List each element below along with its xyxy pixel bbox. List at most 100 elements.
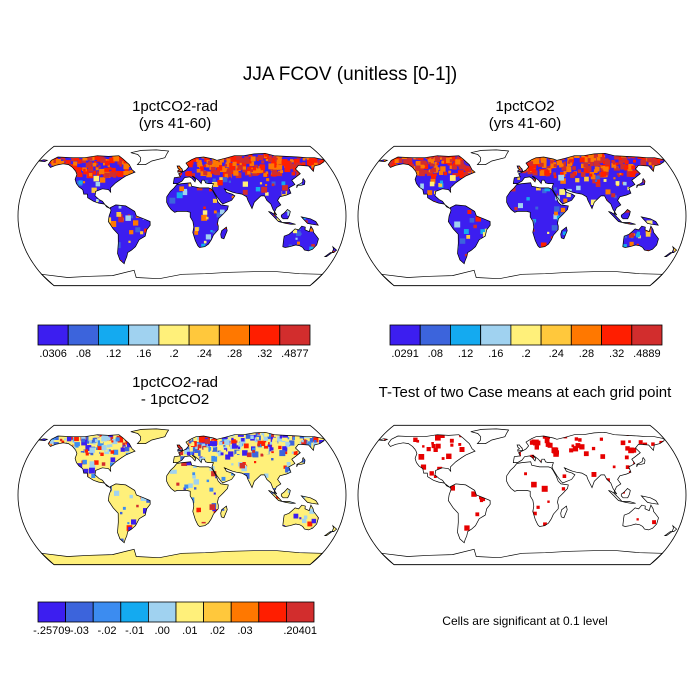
grid-cell <box>593 169 598 173</box>
grid-cell <box>236 442 241 447</box>
grid-cell <box>613 177 616 180</box>
grid-cell <box>299 438 303 442</box>
colorbar-swatch <box>147 601 177 623</box>
grid-cell <box>187 162 193 168</box>
grid-cell <box>545 442 551 447</box>
grid-cell <box>407 160 411 164</box>
grid-cell <box>225 454 231 460</box>
grid-cell <box>551 225 558 231</box>
grid-cell <box>578 438 582 442</box>
grid-cell <box>434 156 440 162</box>
grid-cell <box>263 173 267 177</box>
grid-cell <box>648 161 653 166</box>
grid-cell <box>199 512 203 516</box>
grid-cell <box>248 153 253 158</box>
coastline-south-america <box>107 204 151 265</box>
significance-note: Cells are significant at 0.1 level <box>442 614 608 628</box>
grid-cell <box>91 187 97 193</box>
grid-cell <box>96 173 100 176</box>
grid-cell <box>198 232 205 239</box>
grid-cell <box>291 160 294 163</box>
grid-cell <box>220 209 225 215</box>
grid-cell <box>111 167 116 173</box>
grid-cell <box>624 160 629 165</box>
grid-cell <box>241 465 247 472</box>
grid-cell <box>216 212 222 218</box>
grid-cell <box>211 471 217 477</box>
coastline-africa <box>166 461 229 527</box>
grid-cell <box>628 164 634 170</box>
grid-cell <box>268 163 275 170</box>
grid-cell <box>211 441 217 447</box>
grid-cell <box>71 164 78 170</box>
grid-cell <box>540 170 546 175</box>
coastline-south-america <box>447 204 491 265</box>
grid-cell <box>270 168 274 171</box>
panel-title-line: 1pctCO2-rad <box>132 98 218 115</box>
coastline-alaska-islands <box>378 438 389 442</box>
grid-cell <box>236 450 240 454</box>
grid-cell <box>89 439 93 443</box>
grid-cell <box>100 452 104 456</box>
grid-cell <box>302 518 307 524</box>
grid-cell <box>471 491 477 497</box>
colorbar-tick-label: .01 <box>182 625 198 637</box>
grid-cell <box>207 447 212 451</box>
grid-cell <box>214 170 220 176</box>
colorbar-tick-label: .12 <box>105 348 122 360</box>
grid-cell <box>81 435 86 441</box>
grid-cell <box>598 153 603 157</box>
grid-cell <box>594 179 598 182</box>
grid-cell <box>514 207 518 211</box>
grid-cell <box>128 526 132 531</box>
coastline-north-america <box>387 155 476 209</box>
grid-cell <box>475 216 481 222</box>
grid-cell <box>78 172 83 178</box>
grid-cell <box>120 228 127 234</box>
map-boundary <box>357 145 687 287</box>
grid-cell <box>256 158 259 161</box>
grid-cell <box>615 162 619 166</box>
grid-cell <box>562 474 567 478</box>
grid-cell <box>124 446 130 452</box>
colorbar-tick-label: .28 <box>226 348 243 360</box>
grid-cell <box>268 158 273 163</box>
grid-cell <box>244 156 249 162</box>
grid-cell <box>272 169 278 175</box>
grid-cell <box>93 442 96 445</box>
grid-cell <box>212 230 216 234</box>
grid-cell <box>308 438 314 443</box>
grid-cell <box>246 452 252 458</box>
grid-cell <box>481 497 486 502</box>
grid-cell <box>226 168 231 172</box>
grid-cell <box>212 158 219 165</box>
colorbar-tick-label: .32 <box>609 348 625 360</box>
grid-cell <box>210 166 215 172</box>
grid-cell <box>77 159 82 164</box>
grid-cell <box>231 437 234 441</box>
colorbar-tick-label: -.02 <box>97 625 117 637</box>
grid-cell <box>63 159 66 162</box>
grid-cell <box>108 167 112 170</box>
grid-cell <box>560 172 564 176</box>
coastline-new-zealand <box>663 245 678 258</box>
grid-cell <box>410 163 415 168</box>
grid-cell <box>266 178 270 182</box>
map-boundary <box>357 424 687 566</box>
grid-cell <box>207 160 212 165</box>
grid-cell <box>647 156 653 163</box>
coastline-africa <box>506 461 569 527</box>
grid-cell <box>93 175 100 182</box>
grid-cell <box>583 162 589 168</box>
land-antarctica <box>41 549 323 565</box>
grid-cell <box>97 156 103 162</box>
grid-cell <box>439 155 442 158</box>
grid-cell <box>206 171 212 178</box>
grid-cell <box>182 190 188 196</box>
grid-cell <box>226 170 232 176</box>
grid-cell <box>100 440 104 444</box>
grid-cell <box>635 233 640 238</box>
grid-cell <box>441 457 445 460</box>
colorbar-tick-label: .2 <box>169 348 179 360</box>
grid-cell <box>215 163 219 168</box>
